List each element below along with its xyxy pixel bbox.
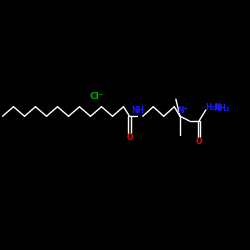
Text: +: +: [182, 106, 187, 111]
Text: NH: NH: [132, 106, 145, 115]
Text: H₂N: H₂N: [205, 103, 221, 112]
Text: O: O: [196, 137, 202, 146]
Text: Cl⁻: Cl⁻: [89, 92, 104, 101]
Text: O: O: [126, 132, 133, 141]
Text: N: N: [178, 106, 184, 115]
Text: NH₂: NH₂: [213, 104, 230, 113]
